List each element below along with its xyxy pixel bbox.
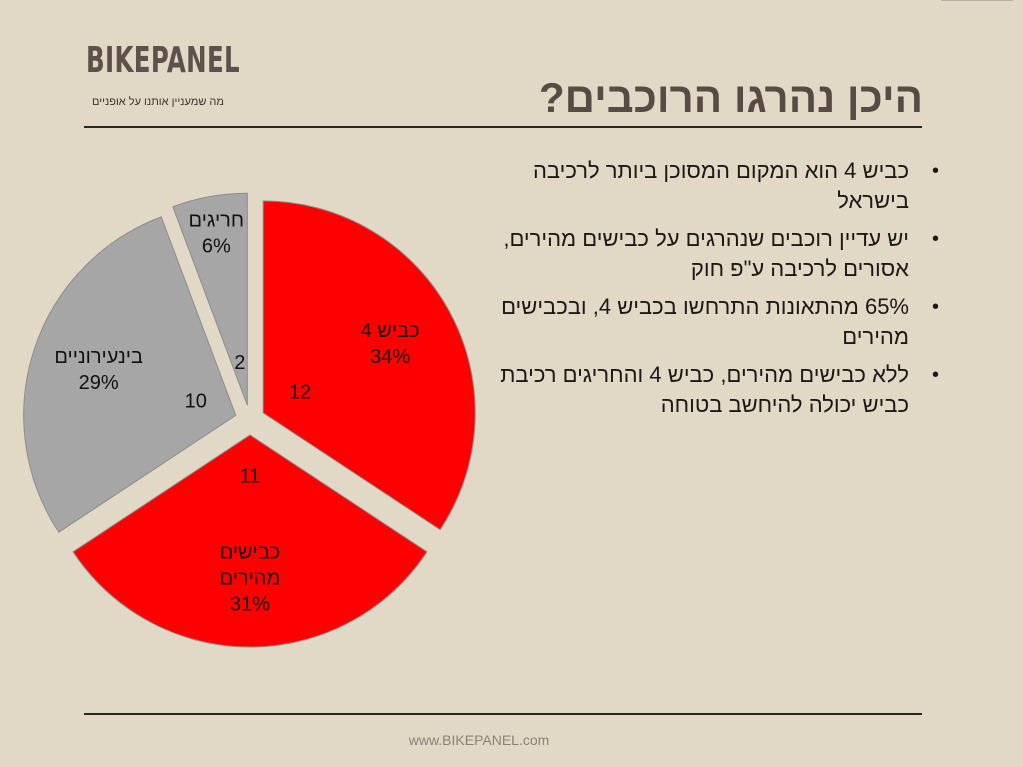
bullet-item: כביש 4 הוא המקום המסוכן ביותר לרכיבה ביש… [489, 156, 939, 216]
corner-mark [941, 0, 1013, 1]
footer-divider [84, 713, 922, 715]
slice-category-label: חריגים [189, 209, 244, 231]
bullet-list: כביש 4 הוא המקום המסוכן ביותר לרכיבה ביש… [489, 156, 939, 428]
slice-value-label: 11 [240, 465, 261, 487]
pie-chart: כביש 4 34% 12 כבישים מהירים 31% 11 בינעירוניים 2… [23, 192, 476, 648]
slice-value-label: 2 [234, 352, 245, 374]
slide-title: היכן נהרגו הרוכבים? [539, 74, 923, 121]
bullet-item: יש עדיין רוכבים שנהרגים על כבישים מהירים… [489, 224, 939, 284]
brand-tagline: מה שמעניין אותנו על אופניים [92, 96, 224, 108]
slice-percent-label: 31% [230, 593, 270, 615]
footer-url: www.BIKEPANEL.com [408, 732, 550, 748]
slice-category-label: מהירים [220, 567, 281, 589]
slice-כביש-4 [262, 200, 476, 531]
slice-category-label: בינעירוניים [54, 346, 143, 368]
slice-value-label: 12 [289, 381, 311, 403]
slice-percent-label: 29% [79, 372, 119, 394]
slice-percent-label: 6% [202, 235, 231, 257]
brand-logo: BIKEPANEL [86, 40, 240, 81]
slice-category-label: כבישים [220, 541, 281, 563]
slice-בינעירוניים [23, 216, 237, 533]
slice-percent-label: 34% [370, 346, 410, 368]
bullet-item: ללא כבישים מהירים, כביש 4 והחריגים רכיבת… [489, 360, 939, 420]
slice-כבישים-מהירים [72, 434, 428, 648]
title-divider [84, 126, 922, 128]
slice-category-label: כביש 4 [361, 320, 420, 342]
bullet-item: 65% מהתאונות התרחשו בכביש 4, ובכבישים מה… [489, 292, 939, 352]
slice-value-label: 10 [185, 391, 207, 413]
slice-חריגים [172, 192, 248, 406]
